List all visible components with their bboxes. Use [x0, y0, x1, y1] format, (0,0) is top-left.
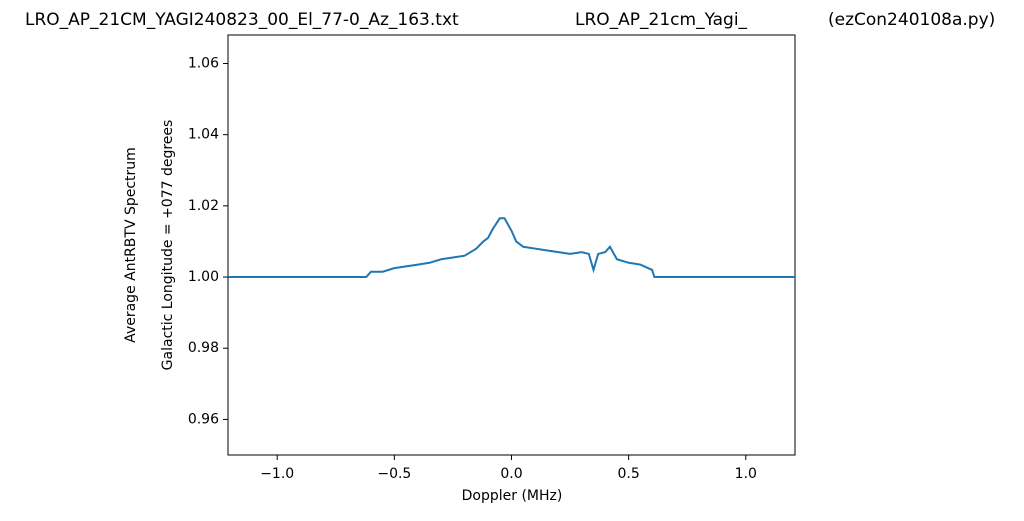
chart-title: LRO_AP_21cm_Yagi_ [575, 10, 748, 30]
y-tick-label: 0.96 [188, 411, 219, 427]
y-tick-label: 1.06 [188, 55, 219, 71]
plot-frame [227, 34, 796, 456]
x-axis-label: Doppler (MHz) [462, 488, 563, 504]
x-tick-label: 0.5 [618, 466, 640, 482]
x-tick-label: −0.5 [377, 466, 411, 482]
chart-title: (ezCon240108a.py) [828, 10, 995, 30]
x-tick-label: 1.0 [735, 466, 757, 482]
y-tick-label: 0.98 [188, 340, 219, 356]
x-tick-label: −1.0 [260, 466, 294, 482]
y-tick-label: 1.02 [188, 198, 219, 214]
y-tick-label: 1.04 [188, 127, 219, 143]
x-tick-label: 0.0 [500, 466, 522, 482]
y-axis-label: Galactic Longitude = +077 degrees [160, 120, 176, 371]
chart-title: LRO_AP_21CM_YAGI240823_00_El_77-0_Az_163… [25, 10, 459, 30]
y-axis-label: Average AntRBTV Spectrum [123, 147, 139, 343]
data-line [228, 217, 795, 279]
y-tick-label: 1.00 [188, 269, 219, 285]
